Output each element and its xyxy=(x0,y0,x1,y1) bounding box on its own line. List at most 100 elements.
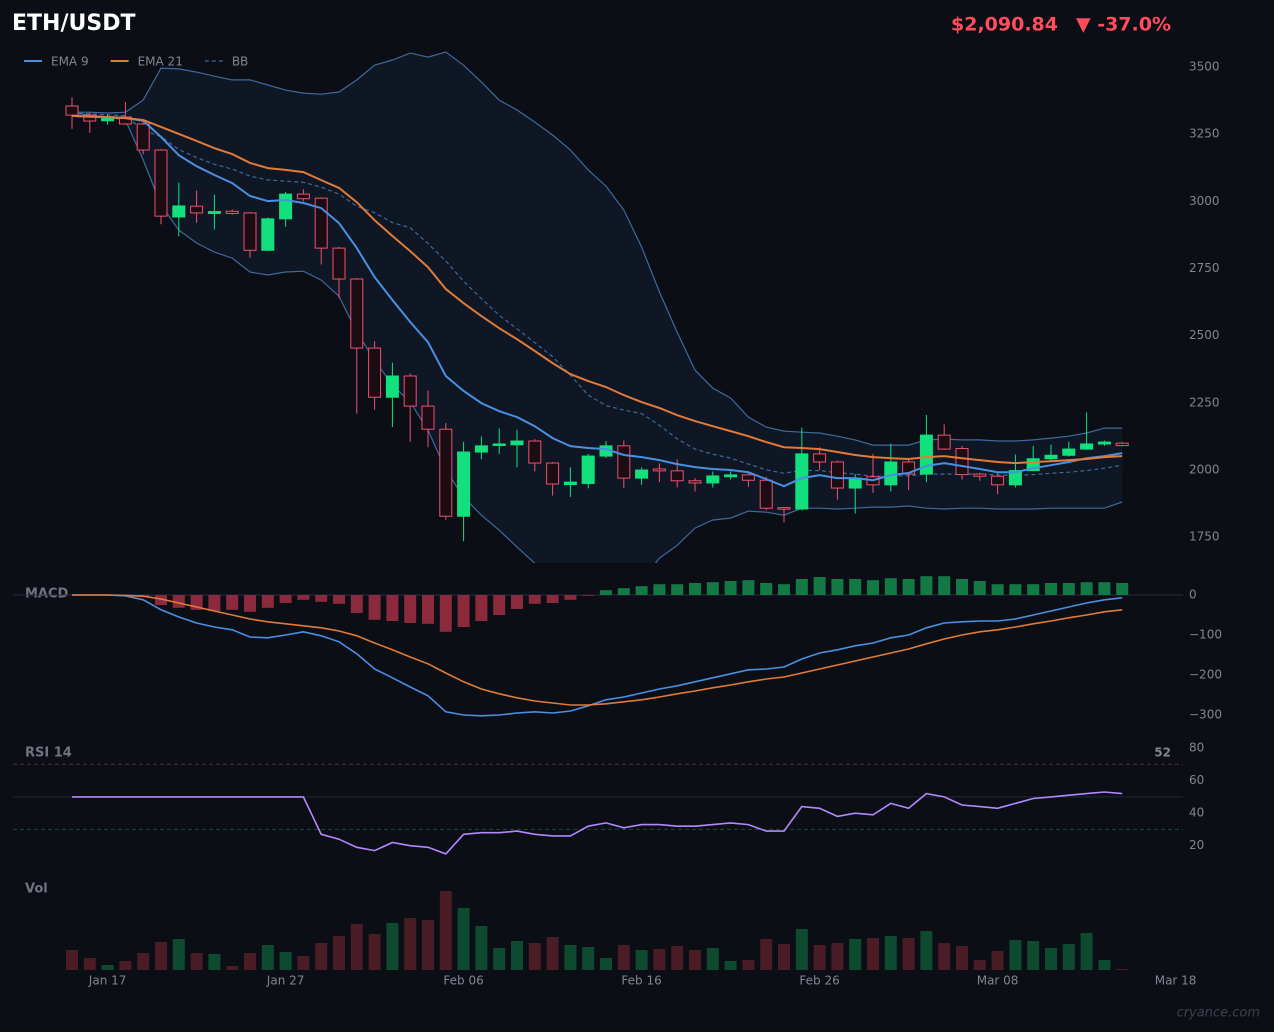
volume-bar xyxy=(315,943,328,970)
candle-body xyxy=(1097,441,1111,445)
ema-line xyxy=(71,114,1123,488)
volume-bar xyxy=(261,945,274,970)
candle-body xyxy=(635,469,649,479)
candle-body xyxy=(243,212,257,251)
macd-histogram-bar xyxy=(315,595,328,602)
volume-bar xyxy=(742,960,755,970)
candle-body xyxy=(1008,470,1022,486)
legend-label: BB xyxy=(232,55,248,69)
volume-bar xyxy=(190,953,203,970)
candle-body xyxy=(510,440,524,446)
volume-bar xyxy=(172,939,185,970)
volume-bar xyxy=(333,936,345,970)
macd-histogram-bar xyxy=(991,584,1004,595)
volume-bar xyxy=(137,953,150,970)
candle-body xyxy=(528,440,542,464)
volume-bar xyxy=(1062,944,1075,970)
candle-body xyxy=(261,218,275,251)
macd-line xyxy=(72,594,1123,717)
bb-middle xyxy=(71,112,1123,477)
candle-body xyxy=(190,205,204,214)
volume-bar xyxy=(938,943,951,970)
macd-histogram-bar xyxy=(706,582,719,595)
macd-histogram-bar xyxy=(511,595,523,609)
macd-histogram-bar xyxy=(208,595,221,611)
candle-body xyxy=(492,443,506,446)
macd-histogram-bar xyxy=(564,595,577,600)
volume-bar xyxy=(528,943,541,970)
candle-body xyxy=(474,445,488,453)
y-tick-label: 1750 xyxy=(1189,530,1220,544)
volume-bar xyxy=(973,960,986,970)
candle-body xyxy=(403,375,417,407)
volume-bar xyxy=(1009,940,1022,970)
volume-bar xyxy=(600,958,612,970)
price-change: ▼ -37.0% xyxy=(1076,14,1171,36)
macd-histogram-bar xyxy=(1062,583,1075,595)
candle-body xyxy=(118,116,132,125)
volume-bar xyxy=(511,941,523,970)
signal-line xyxy=(72,594,1123,706)
candle-body xyxy=(1026,458,1040,472)
rsi-title: RSI 14 xyxy=(25,746,72,761)
y-tick-label: 20 xyxy=(1189,838,1204,852)
volume-bar xyxy=(244,953,256,970)
macd-histogram-bar xyxy=(333,595,345,604)
candle-body xyxy=(207,211,221,214)
candle-body xyxy=(225,210,239,214)
candle-body xyxy=(136,123,150,151)
volume-bar xyxy=(902,938,915,970)
candle-body xyxy=(279,193,293,220)
watermark: cryance.com xyxy=(1177,1006,1260,1021)
volume-bar xyxy=(368,934,381,970)
chart-title: ETH/USDT xyxy=(12,11,135,36)
volume-bar xyxy=(617,945,630,970)
macd-histogram-bar xyxy=(849,579,862,595)
y-tick-label: −300 xyxy=(1189,708,1222,722)
volume-bar xyxy=(564,945,577,970)
volume-bar xyxy=(1027,941,1040,970)
x-tick-label: Feb 26 xyxy=(799,974,839,988)
candle-body xyxy=(1080,443,1094,450)
candle-body xyxy=(937,434,951,450)
candle-body xyxy=(1044,454,1058,460)
volume-bar xyxy=(920,931,933,970)
macd-histogram-bar xyxy=(1027,584,1040,595)
volume-bar xyxy=(101,965,114,970)
candle-body xyxy=(457,451,471,517)
macd-histogram-bar xyxy=(938,576,951,595)
macd-histogram-bar xyxy=(422,595,434,624)
macd-histogram-bar xyxy=(582,595,595,596)
rsi-line xyxy=(72,791,1123,855)
y-tick-label: 3000 xyxy=(1189,194,1220,208)
candle-body xyxy=(652,468,666,472)
candle-body xyxy=(296,193,310,200)
macd-histogram-bar xyxy=(297,595,310,600)
x-tick-label: Mar 18 xyxy=(1155,974,1197,988)
macd-histogram-bar xyxy=(1116,583,1129,595)
volume-bar xyxy=(991,951,1004,970)
candle-body xyxy=(368,347,382,398)
volume-bar xyxy=(226,966,239,970)
candle-body xyxy=(314,197,328,249)
volume-bar xyxy=(1045,948,1057,970)
macd-histogram-bar xyxy=(867,580,879,595)
candle-body xyxy=(777,507,791,510)
volume-bar xyxy=(760,939,773,970)
macd-histogram-bar xyxy=(404,595,417,623)
y-tick-label: 2750 xyxy=(1189,261,1220,275)
candle-body xyxy=(991,475,1005,486)
y-tick-label: −200 xyxy=(1189,668,1222,682)
candle-body xyxy=(546,462,560,485)
macd-histogram-bar xyxy=(600,590,612,595)
y-tick-label: 80 xyxy=(1189,741,1204,755)
legend-label: EMA 9 xyxy=(51,55,89,69)
macd-histogram-bar xyxy=(795,579,808,595)
x-tick-label: Mar 08 xyxy=(977,974,1019,988)
candle-body xyxy=(795,453,809,510)
macd-histogram-bar xyxy=(528,595,541,604)
macd-histogram-bar xyxy=(368,595,381,620)
x-tick-label: Jan 17 xyxy=(88,974,127,988)
y-tick-label: 3250 xyxy=(1189,127,1220,141)
